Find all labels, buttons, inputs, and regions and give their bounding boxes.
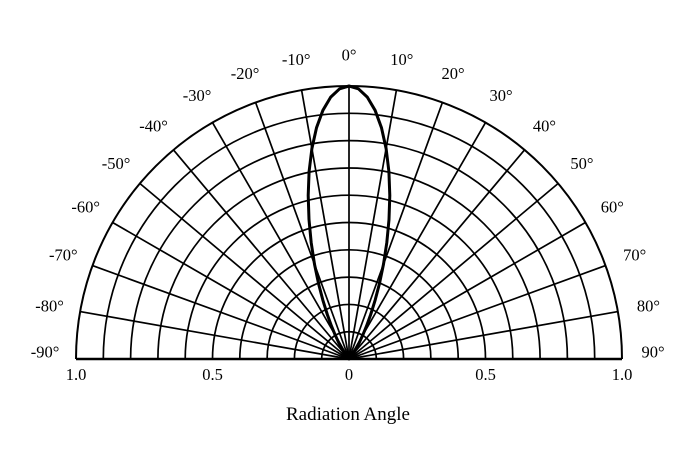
grid-spoke [139, 182, 350, 360]
grid-spoke [348, 89, 398, 360]
grid-spoke [348, 310, 619, 360]
radial-tick-label: 0.5 [475, 365, 496, 384]
angle-tick-label: -80° [35, 297, 64, 316]
angle-tick-label: -20° [231, 64, 260, 83]
grid-spoke [348, 264, 606, 360]
radial-tick-label: 1.0 [66, 365, 87, 384]
angle-tick-label: 90° [641, 343, 664, 362]
grid-spoke [348, 182, 559, 360]
angle-tick-label: -60° [71, 198, 100, 217]
radiation-lobe-curve [306, 84, 392, 361]
radial-tick-label: 0.5 [202, 365, 223, 384]
grid-spoke [92, 264, 350, 360]
grid-spoke [348, 102, 444, 360]
angle-tick-label: -70° [49, 246, 78, 265]
x-axis-title: Radiation Angle [286, 404, 410, 425]
axis-labels: -90° -80° -70° -60° -50° -40° -30° -20° -10° 0° 10… [31, 46, 665, 385]
radiation-lobe [306, 84, 392, 361]
angle-tick-label: 0° [342, 46, 357, 65]
angle-tick-label: 10° [390, 50, 413, 69]
grid-spoke [112, 221, 350, 360]
angle-tick-label: 20° [441, 64, 464, 83]
angle-tick-label: 70° [623, 246, 646, 265]
radial-tick-label: 0 [345, 365, 353, 384]
grid-spoke [172, 149, 350, 360]
center-convergence-blob [342, 352, 356, 359]
angle-tick-label: -30° [183, 86, 212, 105]
angle-tick-label: 50° [570, 154, 593, 173]
angle-tick-label: 80° [637, 297, 660, 316]
angle-tick-label: 40° [533, 117, 556, 136]
polar-grid [75, 85, 623, 361]
grid-spoke [348, 221, 586, 360]
grid-spoke [79, 310, 350, 360]
angle-tick-label: 60° [601, 198, 624, 217]
angle-tick-label: -50° [102, 154, 131, 173]
radial-tick-label: 1.0 [612, 365, 633, 384]
grid-spoke [348, 122, 487, 360]
angle-tick-label: -40° [139, 117, 168, 136]
angle-tick-label: -90° [31, 343, 60, 362]
angle-tick-label: -10° [282, 50, 311, 69]
angle-tick-label: 30° [489, 86, 512, 105]
grid-spoke [300, 89, 350, 360]
grid-spoke [254, 102, 350, 360]
grid-spoke [348, 149, 526, 360]
grid-spoke [211, 122, 350, 360]
